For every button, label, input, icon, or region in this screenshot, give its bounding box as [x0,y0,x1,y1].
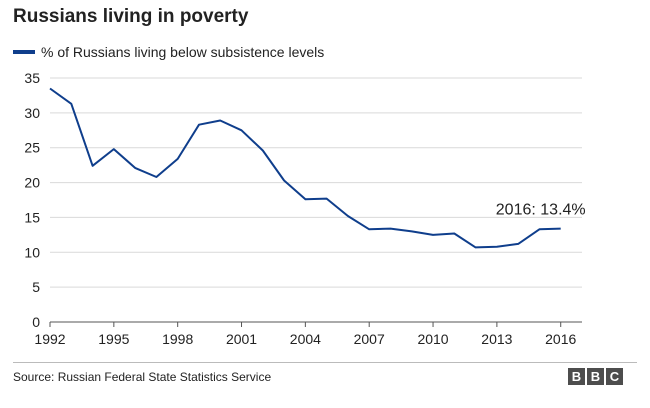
x-tick-label: 1992 [34,331,65,347]
y-tick-label: 25 [24,140,40,156]
y-tick-label: 20 [24,175,40,191]
x-tick-label: 2007 [354,331,385,347]
chart-title: Russians living in poverty [13,6,249,27]
legend-swatch [13,50,35,54]
x-tick-label: 2004 [290,331,321,347]
series-line [49,87,561,249]
bbc-logo: B B C [568,368,623,385]
source-note: Source: Russian Federal State Statistics… [13,370,272,384]
y-tick-label: 10 [24,244,40,260]
gridlines [49,77,582,327]
tick-labels: 0 5 10 15 20 25 30 35 1992 1995 1998 2001 2004 2007 20… [24,70,576,347]
x-tick-label: 1998 [162,331,193,347]
legend-label: % of Russians living below subsistence l… [41,44,325,60]
bbc-logo-letter: C [606,368,623,385]
x-tick-label: 1995 [98,331,129,347]
legend: % of Russians living below subsistence l… [13,42,324,62]
series-layer [49,87,561,249]
y-tick-label: 35 [24,70,40,86]
y-tick-label: 5 [32,279,40,295]
y-tick-label: 30 [24,105,40,121]
y-tick-label: 0 [32,314,40,330]
x-tick-label: 2016 [545,331,576,347]
x-tick-label: 2013 [481,331,512,347]
bbc-logo-letter: B [587,368,604,385]
y-tick-label: 15 [24,209,40,225]
footer-divider [13,362,637,363]
x-tick-label: 2001 [226,331,257,347]
annotation-label: 2016: 13.4% [496,202,586,219]
x-tick-label: 2010 [417,331,448,347]
bbc-logo-letter: B [568,368,585,385]
